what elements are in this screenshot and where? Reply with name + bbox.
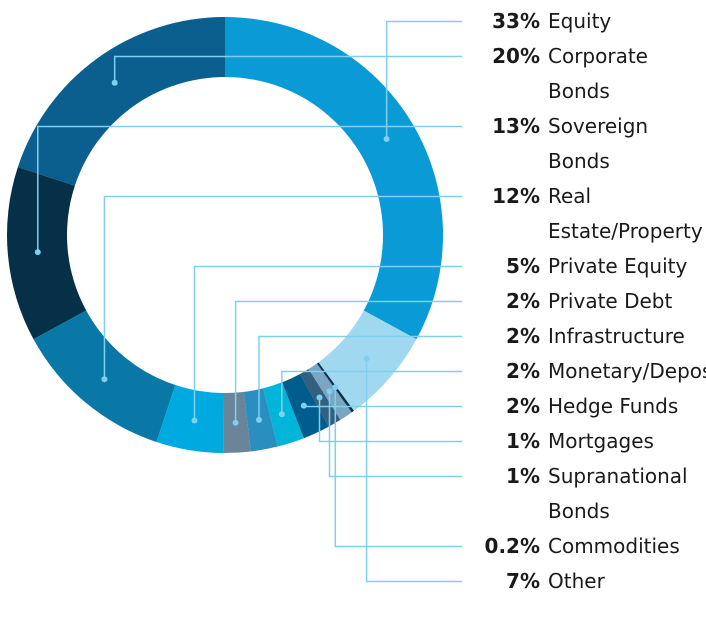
value-label: 2%	[506, 289, 540, 313]
slice	[6, 167, 87, 340]
legend-row: 1% Supranational Bonds	[465, 459, 706, 529]
value-label: 2%	[506, 324, 540, 348]
leader-dot	[278, 411, 285, 418]
leader-dot	[232, 419, 239, 426]
leader-line	[334, 387, 462, 548]
legend-label: Sovereign Bonds	[548, 114, 649, 173]
slice	[156, 384, 225, 453]
legend-row: 12% Real Estate/Property	[465, 179, 706, 249]
legend-label: Corporate Bonds	[548, 44, 648, 103]
value-label: 7%	[506, 569, 540, 593]
value-label: 0.2%	[484, 534, 540, 558]
leader-line	[281, 370, 462, 415]
value-label: 13%	[492, 114, 540, 138]
leader-line	[193, 265, 462, 421]
leader-dot	[34, 249, 41, 256]
legend-row: 13% Sovereign Bonds	[465, 109, 706, 179]
leader-line	[365, 358, 462, 583]
leader-dot	[326, 388, 333, 395]
value-label: 1%	[506, 464, 540, 488]
leader-dot	[300, 402, 307, 409]
value-label: 12%	[492, 184, 540, 208]
leader-dot	[101, 376, 108, 383]
value-label: 33%	[492, 9, 540, 33]
legend-label: Equity	[548, 9, 612, 33]
leader-dot	[255, 416, 262, 423]
legend-row: 2% Private Debt	[465, 284, 706, 319]
leader-line	[37, 125, 462, 253]
legend-row: 1% Mortgages	[465, 424, 706, 459]
value-label: 2%	[506, 394, 540, 418]
legend-label: Commodities	[548, 534, 680, 558]
slice	[17, 17, 226, 186]
legend-label: Hedge Funds	[548, 394, 679, 418]
leader-dot	[383, 135, 390, 142]
leader-line	[318, 397, 462, 443]
legend-label: Real Estate/Property	[548, 184, 703, 243]
legend-label: Supranational Bonds	[548, 464, 688, 523]
legend-row: 33% Equity	[465, 4, 706, 39]
legend-row: 0.2% Commodities	[465, 529, 706, 564]
legend-label: Mortgages	[548, 429, 654, 453]
leader-dot	[316, 394, 323, 401]
legend-label: Monetary/Deposit	[548, 359, 706, 383]
leader-dot	[111, 79, 118, 86]
value-label: 5%	[506, 254, 540, 278]
leader-line	[113, 55, 462, 83]
legend-row: 7% Other	[465, 564, 706, 599]
legend-row: 2% Monetary/Deposit	[465, 354, 706, 389]
legend-row: 2% Infrastructure	[465, 319, 706, 354]
leader-dot	[191, 417, 198, 424]
legend: 33% Equity 20% Corporate Bonds 13% Sovereign …	[465, 4, 706, 599]
slice	[225, 17, 443, 340]
leader-line	[385, 20, 462, 139]
legend-label: Private Equity	[548, 254, 688, 278]
value-label: 2%	[506, 359, 540, 383]
leader-line	[234, 300, 462, 423]
legend-label: Other	[548, 569, 605, 593]
legend-row: 2% Hedge Funds	[465, 389, 706, 424]
value-label: 1%	[506, 429, 540, 453]
leader-line	[258, 335, 462, 420]
legend-label: Private Debt	[548, 289, 673, 313]
legend-row: 5% Private Equity	[465, 249, 706, 284]
leader-dot	[332, 384, 339, 391]
legend-label: Infrastructure	[548, 324, 685, 348]
legend-row: 20% Corporate Bonds	[465, 39, 706, 109]
leader-dot	[363, 355, 370, 362]
leader-line	[103, 195, 462, 380]
leader-line	[303, 405, 462, 408]
leader-line	[328, 391, 462, 478]
value-label: 20%	[492, 44, 540, 68]
